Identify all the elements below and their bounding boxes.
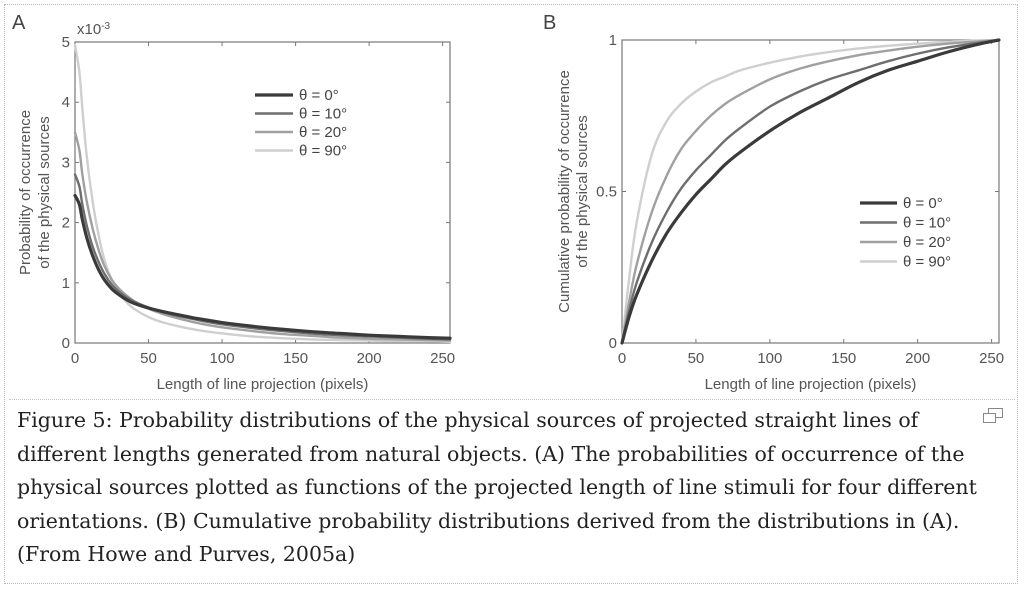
legend-label: θ = 0° — [299, 87, 339, 104]
x-axis-title: Length of line projection (pixels) — [705, 376, 917, 393]
legend-label: θ = 20° — [903, 234, 951, 251]
x-axis-title: Length of line projection (pixels) — [157, 376, 369, 393]
legend-label: θ = 0° — [903, 195, 943, 212]
figure-frame — [4, 4, 1018, 584]
x-tick-label: 100 — [757, 350, 782, 367]
x-tick-label: 0 — [618, 350, 626, 367]
chart-panel-a: A 0 50 100 150 200 250 0 1 2 3 4 5 x10-3 Length of lin… — [12, 12, 455, 393]
y-axis-title-line: Cumulative probability of occurrence — [556, 70, 573, 313]
y-axis-title-line: of the physical sources — [36, 116, 53, 269]
legend-label: θ = 20° — [299, 124, 347, 141]
y-tick-label: 1 — [62, 275, 70, 292]
series-line — [73, 131, 452, 342]
series-line — [73, 43, 452, 343]
y-axis-title-line: Probability of occurrence — [17, 110, 34, 275]
x-tick-label: 250 — [979, 350, 1004, 367]
series-line — [620, 38, 1001, 345]
x-tick-label: 0 — [71, 350, 79, 367]
series-line — [620, 38, 1001, 345]
y-tick-label: 0.5 — [596, 184, 617, 201]
legend-label: θ = 90° — [299, 143, 347, 160]
x-tick-label: 100 — [210, 350, 235, 367]
y-tick-label: 1 — [609, 32, 617, 49]
x-tick-label: 150 — [283, 350, 308, 367]
x-tick-label: 200 — [905, 350, 930, 367]
legend-label: θ = 10° — [903, 215, 951, 232]
series-line — [73, 173, 452, 341]
panel-letter: B — [543, 12, 556, 34]
x-tick-label: 150 — [831, 350, 856, 367]
x-tick-label: 250 — [430, 350, 455, 367]
x-tick-label: 50 — [688, 350, 705, 367]
panel-letter: A — [12, 12, 26, 34]
series-line — [620, 38, 1001, 345]
y-tick-label: 5 — [62, 34, 70, 51]
y-tick-label: 4 — [62, 94, 70, 111]
x-tick-label: 200 — [357, 350, 382, 367]
figure-image: A 0 50 100 150 200 250 0 1 2 3 4 5 x10-3 Length of lin… — [9, 9, 1015, 400]
expand-figure-icon[interactable] — [982, 407, 1004, 425]
plot-area-box — [74, 41, 451, 344]
y-axis-multiplier: x10-3 — [77, 21, 111, 38]
figure-caption: Figure 5: Probability distributions of t… — [17, 408, 977, 566]
x-tick-label: 50 — [140, 350, 157, 367]
y-tick-label: 3 — [62, 154, 70, 171]
y-tick-label: 0 — [609, 335, 617, 352]
y-axis-title-line: of the physical sources — [574, 115, 591, 268]
chart-panel-b: B 0 50 100 150 200 250 0 0.5 1 Length of line proj… — [543, 12, 1004, 393]
series-line — [73, 193, 452, 340]
series-line — [620, 38, 1001, 345]
y-tick-label: 0 — [62, 335, 70, 352]
y-tick-label: 2 — [62, 215, 70, 232]
legend-label: θ = 10° — [299, 106, 347, 123]
legend-label: θ = 90° — [903, 254, 951, 271]
